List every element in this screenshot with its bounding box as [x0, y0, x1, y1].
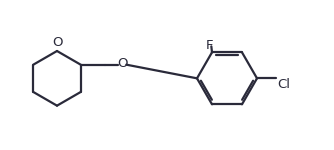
Text: O: O: [52, 36, 62, 49]
Text: O: O: [117, 57, 127, 70]
Text: F: F: [206, 39, 213, 51]
Text: Cl: Cl: [278, 78, 291, 91]
